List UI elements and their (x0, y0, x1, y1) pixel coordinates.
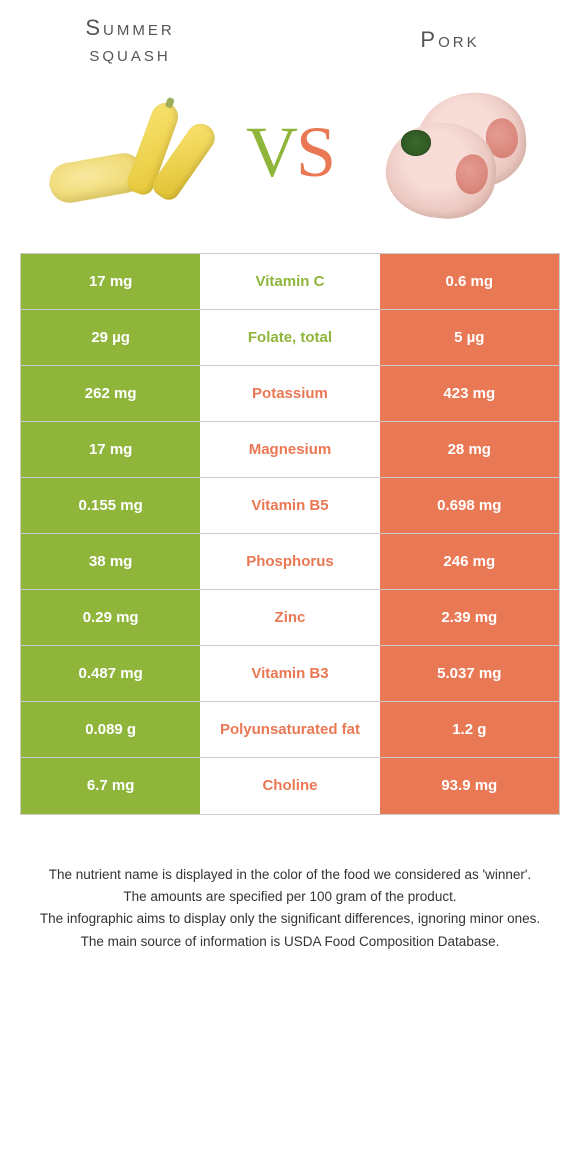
cell-left-value: 17 mg (21, 422, 200, 477)
table-row: 0.155 mgVitamin B50.698 mg (21, 478, 559, 534)
food-left-title: Summersquash (40, 15, 220, 68)
cell-right-value: 0.698 mg (380, 478, 559, 533)
cell-nutrient-label: Phosphorus (200, 534, 379, 589)
table-row: 6.7 mgCholine93.9 mg (21, 758, 559, 814)
table-row: 0.089 gPolyunsaturated fat1.2 g (21, 702, 559, 758)
food-left-image (39, 83, 209, 223)
cell-nutrient-label: Vitamin B5 (200, 478, 379, 533)
table-row: 29 µgFolate, total5 µg (21, 310, 559, 366)
cell-right-value: 5 µg (380, 310, 559, 365)
cell-left-value: 0.089 g (21, 702, 200, 757)
cell-nutrient-label: Magnesium (200, 422, 379, 477)
cell-left-value: 262 mg (21, 366, 200, 421)
cell-left-value: 6.7 mg (21, 758, 200, 814)
cell-right-value: 1.2 g (380, 702, 559, 757)
table-row: 38 mgPhosphorus246 mg (21, 534, 559, 590)
table-row: 17 mgMagnesium28 mg (21, 422, 559, 478)
comparison-table: 17 mgVitamin C0.6 mg29 µgFolate, total5 … (20, 253, 560, 815)
cell-nutrient-label: Choline (200, 758, 379, 814)
vs-label: VS (246, 111, 334, 194)
cell-nutrient-label: Zinc (200, 590, 379, 645)
food-right-image (371, 83, 541, 223)
cell-right-value: 2.39 mg (380, 590, 559, 645)
squash-illustration (44, 93, 204, 213)
footer-line: The infographic aims to display only the… (30, 909, 550, 929)
cell-left-value: 0.155 mg (21, 478, 200, 533)
cell-right-value: 423 mg (380, 366, 559, 421)
footer-line: The amounts are specified per 100 gram o… (30, 887, 550, 907)
cell-nutrient-label: Folate, total (200, 310, 379, 365)
cell-left-value: 0.29 mg (21, 590, 200, 645)
cell-right-value: 5.037 mg (380, 646, 559, 701)
table-row: 0.29 mgZinc2.39 mg (21, 590, 559, 646)
vs-row: VS (0, 73, 580, 253)
cell-right-value: 28 mg (380, 422, 559, 477)
cell-right-value: 246 mg (380, 534, 559, 589)
vs-letter-v: V (246, 112, 296, 192)
table-row: 17 mgVitamin C0.6 mg (21, 254, 559, 310)
cell-right-value: 0.6 mg (380, 254, 559, 309)
cell-right-value: 93.9 mg (380, 758, 559, 814)
cell-left-value: 29 µg (21, 310, 200, 365)
pork-illustration (371, 88, 541, 218)
footer-line: The main source of information is USDA F… (30, 932, 550, 952)
cell-nutrient-label: Potassium (200, 366, 379, 421)
header: Summersquash Pork (0, 0, 580, 73)
table-row: 0.487 mgVitamin B35.037 mg (21, 646, 559, 702)
cell-nutrient-label: Vitamin B3 (200, 646, 379, 701)
cell-left-value: 38 mg (21, 534, 200, 589)
cell-left-value: 0.487 mg (21, 646, 200, 701)
cell-left-value: 17 mg (21, 254, 200, 309)
cell-nutrient-label: Polyunsaturated fat (200, 702, 379, 757)
footer-notes: The nutrient name is displayed in the co… (0, 815, 580, 952)
vs-letter-s: S (296, 112, 334, 192)
cell-nutrient-label: Vitamin C (200, 254, 379, 309)
footer-line: The nutrient name is displayed in the co… (30, 865, 550, 885)
table-row: 262 mgPotassium423 mg (21, 366, 559, 422)
food-right-title: Pork (360, 15, 540, 68)
